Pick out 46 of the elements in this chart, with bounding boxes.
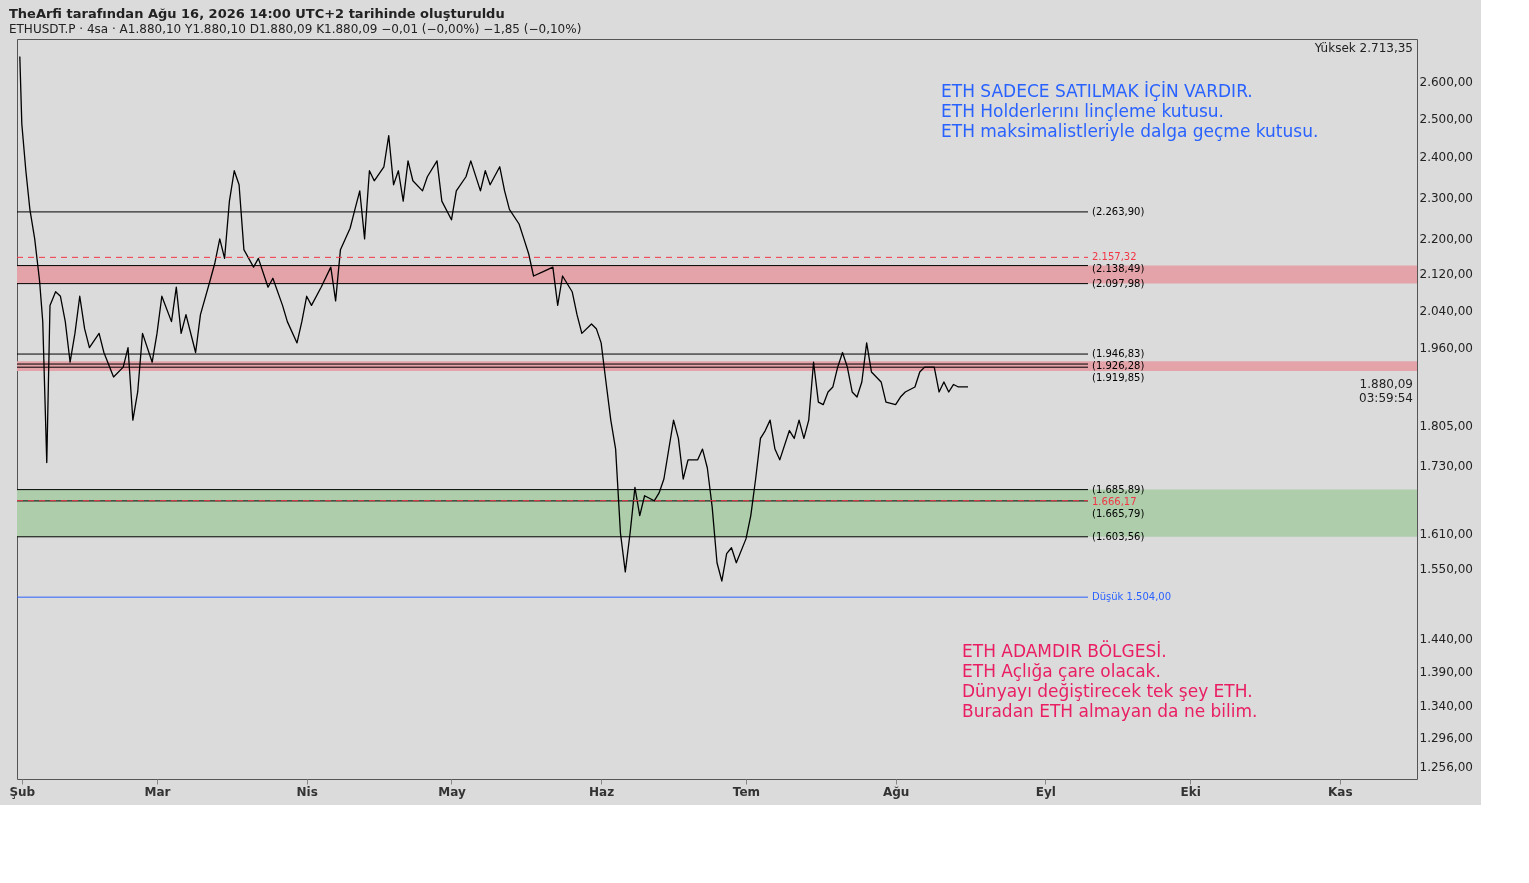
y-tick-label: 2.300,00: [1419, 190, 1473, 205]
annotation: ETH SADECE SATILMAK İÇİN VARDIR. ETH Holderlerını linçleme kutusu. ETH maksimalistleriyle dalga geçme kutusu.: [941, 81, 1319, 141]
y-tick-label: 2.120,00: [1419, 267, 1473, 282]
x-tick-label: Eki: [1180, 784, 1201, 799]
x-tick-label: Nis: [296, 784, 318, 799]
y-tick-label: 1.390,00: [1419, 664, 1473, 679]
ref-line-label: (2.138,49): [1092, 263, 1145, 275]
x-tick-label: Eyl: [1035, 784, 1056, 799]
x-tick-label: Mar: [144, 784, 171, 799]
x-tick-label: Şub: [9, 784, 36, 799]
ref-line-label: (2.263,90): [1092, 205, 1145, 217]
ref-line-label: (1.926,28): [1092, 360, 1145, 372]
y-tick-label: 2.040,00: [1419, 303, 1473, 318]
y-tick-label: 2.600,00: [1419, 75, 1473, 90]
annotation: 1.880,09: [1359, 376, 1413, 391]
y-tick-label: 1.296,00: [1419, 730, 1473, 745]
x-tick-label: Haz: [589, 784, 615, 799]
y-tick-label: 1.256,00: [1419, 760, 1473, 775]
ref-line-label: Düşük 1.504,00: [1092, 591, 1172, 603]
y-tick-label: 2.500,00: [1419, 111, 1473, 126]
y-tick-label: 1.340,00: [1419, 699, 1473, 714]
ref-line-label: (1.685,89): [1092, 483, 1145, 495]
annotation: ETH ADAMDIR BÖLGESİ. ETH Açlığa çare olacak. Dünyayı değiştirecek tek şey ETH. Buradan ETH almayan da ne bilim.: [962, 640, 1258, 721]
y-tick-label: 2.200,00: [1419, 232, 1473, 247]
annotation: Yüksek 2.713,35: [1313, 41, 1413, 55]
y-tick-label: 1.730,00: [1419, 458, 1473, 473]
y-tick-label: 1.440,00: [1419, 631, 1473, 646]
ref-line-label: (1.946,83): [1092, 348, 1145, 360]
ref-line-label: (2.097,98): [1092, 277, 1145, 289]
y-tick-label: 1.805,00: [1419, 418, 1473, 433]
y-tick-label: 2.400,00: [1419, 150, 1473, 165]
x-tick-label: Ağu: [882, 784, 910, 799]
ref-line-label: (1.665,79): [1092, 507, 1145, 519]
chart-subtitle: ETHUSDT.P · 4sa · A1.880,10 Y1.880,10 D1.880,09 K1.880,09 −0,01 (−0,00%) −1,85 (−0,10%): [8, 22, 582, 36]
x-tick-label: Kas: [1327, 784, 1353, 799]
x-tick-label: Tem: [732, 784, 761, 799]
y-tick-label: 1.610,00: [1419, 526, 1473, 541]
x-tick-label: May: [438, 784, 466, 799]
ref-line-label: (1.919,85): [1092, 372, 1145, 384]
y-tick-label: 1.550,00: [1419, 562, 1473, 577]
ref-line-label: 2.157,32: [1092, 251, 1137, 263]
chart-title: TheArfi tarafından Ağu 16, 2026 14:00 UTC+2 tarihinde oluşturuldu: [8, 6, 505, 21]
annotation: 03:59:54: [1359, 390, 1413, 405]
ref-line-label: 1.666,17: [1092, 495, 1137, 507]
ref-line-label: (1.603,56): [1092, 530, 1145, 542]
y-tick-label: 1.960,00: [1419, 341, 1473, 356]
